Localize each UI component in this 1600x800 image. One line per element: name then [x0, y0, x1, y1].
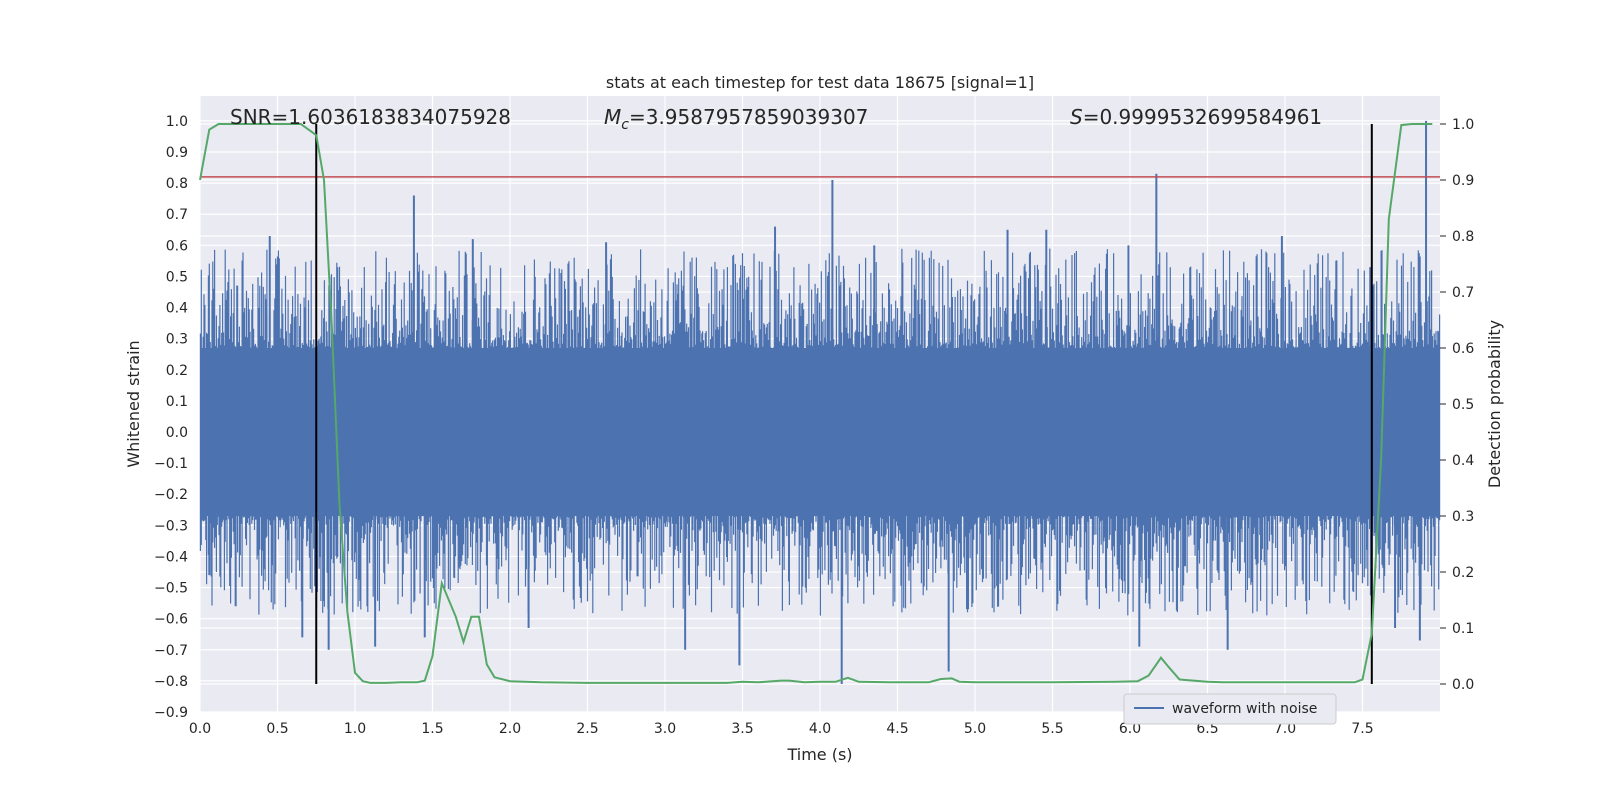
legend-box: [1123, 693, 1337, 725]
y2-tick-labels: 0.0 0.1 0.2 0.3 0.4 0.5 0.6 0.7 0.8 0.9 1.0: [1440, 117, 1474, 693]
chirp-mass-annotation: Mc=3.9587957859039307: [604, 105, 868, 133]
x-tick-label-9: 4.5: [886, 721, 908, 737]
y-tick-label-2: −0.7: [154, 643, 188, 659]
x-tick-label-4: 2.0: [499, 721, 521, 737]
y-tick-label-18: 0.9: [166, 145, 188, 161]
detection-probability-line: [199, 123, 1433, 684]
x-tick-label-0: 0.0: [189, 721, 211, 737]
y-tick-label-15: 0.6: [166, 238, 188, 254]
y-tick-label-11: 0.2: [166, 363, 188, 379]
y2-tick-label-10: 1.0: [1452, 117, 1474, 133]
chirp-mass-value: =3.9587957859039307: [629, 105, 868, 129]
y-tick-label-13: 0.4: [166, 301, 188, 317]
y-tick-label-19: 1.0: [166, 114, 188, 130]
y2-tick-label-8: 0.8: [1452, 229, 1474, 245]
x-tick-labels: 0.0 0.5 1.0 1.5 2.0 2.5 3.0 3.5 4.0 4.5 5.0 5.5 6.0 6…: [189, 721, 1374, 737]
y2-tick-label-1: 0.1: [1452, 621, 1474, 637]
y-tick-label-14: 0.5: [166, 269, 188, 285]
waveform-series: [199, 120, 1441, 684]
y2-tick-label-0: 0.0: [1452, 677, 1474, 693]
y-tick-label-4: −0.5: [154, 581, 188, 597]
x-tick-label-8: 4.0: [809, 721, 831, 737]
y-tick-label-17: 0.8: [166, 176, 188, 192]
detection-probability-series: [199, 123, 1433, 684]
x-tick-label-11: 5.5: [1041, 721, 1063, 737]
y-tick-label-3: −0.6: [154, 612, 188, 628]
snr-annotation: SNR=1.6036183834075928: [230, 105, 511, 129]
x-tick-label-1: 0.5: [266, 721, 288, 737]
y-tick-label-5: −0.4: [154, 549, 188, 565]
y-tick-label-10: 0.1: [166, 394, 188, 410]
y2-tick-label-2: 0.2: [1452, 565, 1474, 581]
y-tick-labels: −0.9 −0.8 −0.7 −0.6 −0.5 −0.4 −0.3 −0.2 −0.1 0.0 0…: [154, 114, 188, 721]
y-tick-label-12: 0.3: [166, 332, 188, 348]
x-tick-label-12: 6.0: [1119, 721, 1141, 737]
x-tick-label-15: 7.5: [1351, 721, 1373, 737]
x-tick-label-10: 5.0: [964, 721, 986, 737]
y2-axis-title: Detection probability: [1485, 320, 1504, 488]
x-tick-label-14: 7.0: [1274, 721, 1296, 737]
y-tick-label-7: −0.2: [154, 487, 188, 503]
chirp-mass-subscript: c: [621, 117, 629, 133]
y2-tick-label-9: 0.9: [1452, 173, 1474, 189]
waveform-noise-strokes: [199, 248, 1441, 616]
s-statistic-value: =0.9999532699584961: [1083, 105, 1322, 129]
x-axis-title: Time (s): [786, 745, 852, 764]
x-tick-label-5: 2.5: [576, 721, 598, 737]
x-tick-label-13: 6.5: [1196, 721, 1218, 737]
x-tick-label-7: 3.5: [731, 721, 753, 737]
s-statistic-annotation: S=0.9999532699584961: [1070, 105, 1322, 129]
y2-tick-label-6: 0.6: [1452, 341, 1474, 357]
legend-entry-waveform: waveform with noise: [1172, 701, 1317, 717]
x-tick-label-3: 1.5: [421, 721, 443, 737]
vertical-markers: [315, 124, 1373, 684]
y-axis-title: Whitened strain: [124, 340, 143, 467]
y-tick-label-16: 0.7: [166, 207, 188, 223]
x-tick-label-6: 3.0: [654, 721, 676, 737]
x-tick-label-2: 1.0: [344, 721, 366, 737]
y-tick-label-1: −0.8: [154, 674, 188, 690]
y-tick-label-8: −0.1: [154, 456, 188, 472]
legend: waveform with noise: [1123, 693, 1337, 725]
y-tick-label-6: −0.3: [154, 518, 188, 534]
y2-tick-label-4: 0.4: [1452, 453, 1474, 469]
s-statistic-symbol: S: [1070, 105, 1083, 129]
y2-tick-label-5: 0.5: [1452, 397, 1474, 413]
chirp-mass-symbol: M: [604, 105, 621, 129]
y2-tick-label-7: 0.7: [1452, 285, 1474, 301]
y-tick-label-9: 0.0: [166, 425, 188, 441]
y-tick-label-0: −0.9: [154, 705, 188, 721]
chart-title: stats at each timestep for test data 186…: [606, 73, 1034, 92]
y2-tick-label-3: 0.3: [1452, 509, 1474, 525]
